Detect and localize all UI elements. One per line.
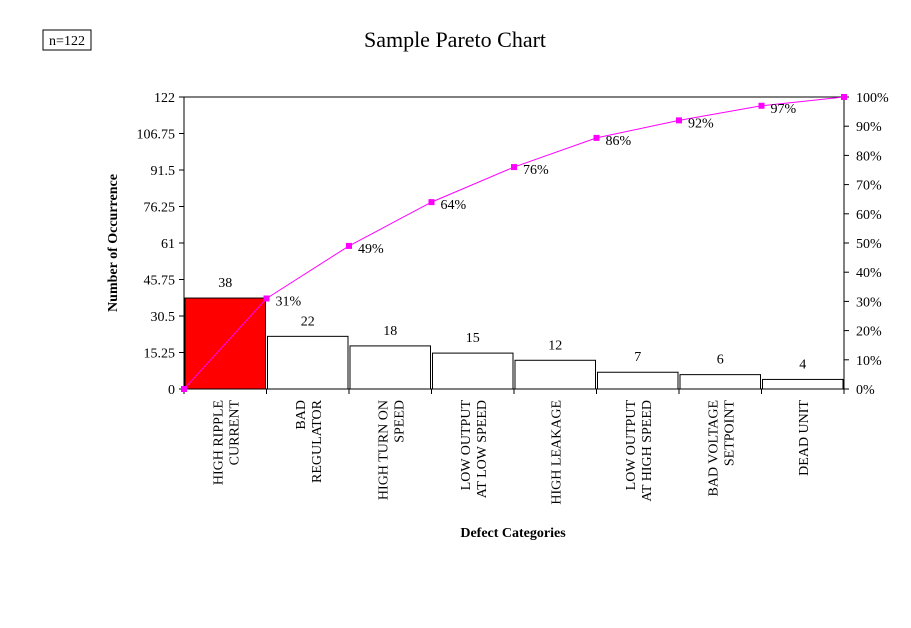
cumulative-percent-label: 49% [358, 242, 384, 257]
cumulative-percent-label: 97% [771, 102, 797, 117]
bar [267, 335, 349, 390]
y-tick-label: 61 [161, 237, 175, 252]
cumulative-percent-label: 92% [688, 116, 714, 131]
bar-value-label: 7 [634, 350, 641, 365]
bar-value-label: 38 [218, 276, 232, 291]
category-label: HIGH TURN ON [376, 400, 391, 500]
y2-tick-label: 40% [856, 266, 882, 281]
y2-tick-label: 20% [856, 325, 882, 340]
y-axis-title: Number of Occurrence [106, 174, 121, 312]
y-tick-label: 30.5 [151, 310, 176, 325]
bar [762, 378, 844, 390]
category-label: BAD [294, 400, 309, 430]
y-tick-label: 122 [154, 91, 175, 106]
cumulative-point [428, 199, 435, 206]
cumulative-percent-label: 64% [441, 198, 467, 213]
y-tick-label: 91.5 [151, 164, 176, 179]
y2-tick-label: 30% [856, 295, 882, 310]
sample-size-box [42, 29, 92, 51]
category-label: AT HIGH SPEED [640, 400, 655, 502]
y2-tick-label: 90% [856, 120, 882, 135]
plot-area: 38 22 18 15 12 7 6 4 0 15.25 30.5 45.75 61 76.25 91.5 1… [106, 91, 889, 541]
cumulative-point [841, 94, 847, 100]
chart-title: Sample Pareto Chart [364, 27, 546, 52]
bar-value-label: 12 [548, 338, 562, 353]
y2-tick-label: 70% [856, 179, 882, 194]
category-label: HIGH RIPPLE [211, 400, 226, 485]
bar [432, 352, 514, 390]
category-label: LOW OUTPUT [624, 400, 639, 491]
cumulative-point [593, 134, 600, 141]
y-tick-label: 45.75 [144, 274, 176, 289]
category-label: BAD VOLTAGE [706, 400, 721, 497]
bar-value-label: 4 [799, 357, 806, 372]
category-label: AT LOW SPEED [475, 400, 490, 498]
bar [514, 359, 596, 390]
bar [349, 345, 431, 390]
cumulative-point [181, 386, 187, 392]
cumulative-point [346, 242, 352, 249]
cumulative-percent-label: 76% [523, 163, 549, 178]
bar-value-label: 18 [383, 324, 397, 339]
cumulative-point [511, 164, 517, 171]
bar [597, 371, 679, 390]
cumulative-percent-label: 86% [606, 134, 632, 149]
sample-size-label: n=122 [49, 34, 85, 49]
y-tick-label: 15.25 [144, 347, 176, 362]
bar-value-label: 15 [466, 331, 480, 346]
y2-tick-label: 60% [856, 208, 882, 223]
y2-tick-label: 100% [856, 91, 889, 106]
cumulative-percent-label: 31% [276, 294, 302, 309]
y2-tick-label: 50% [856, 237, 882, 252]
category-label: SPEED [392, 400, 407, 443]
cumulative-point [676, 117, 682, 124]
y2-tick-label: 10% [856, 354, 882, 369]
bar [679, 374, 761, 390]
bar-value-label: 6 [717, 353, 724, 368]
category-label: CURRENT [227, 400, 242, 466]
category-label: REGULATOR [310, 399, 325, 483]
cumulative-point [758, 102, 765, 109]
bar-value-label: 22 [301, 314, 315, 329]
category-label: SETPOINT [722, 400, 737, 467]
y-tick-label: 0 [168, 383, 175, 398]
category-label: DEAD UNIT [797, 400, 812, 476]
y-tick-label: 76.25 [144, 201, 176, 216]
category-label: LOW OUTPUT [459, 400, 474, 491]
y2-tick-label: 0% [856, 383, 875, 398]
y-tick-label: 106.75 [137, 128, 176, 143]
y2-tick-label: 80% [856, 149, 882, 164]
cumulative-point [263, 295, 270, 302]
category-label: HIGH LEAKAGE [549, 400, 564, 505]
x-axis-title: Defect Categories [460, 526, 566, 541]
